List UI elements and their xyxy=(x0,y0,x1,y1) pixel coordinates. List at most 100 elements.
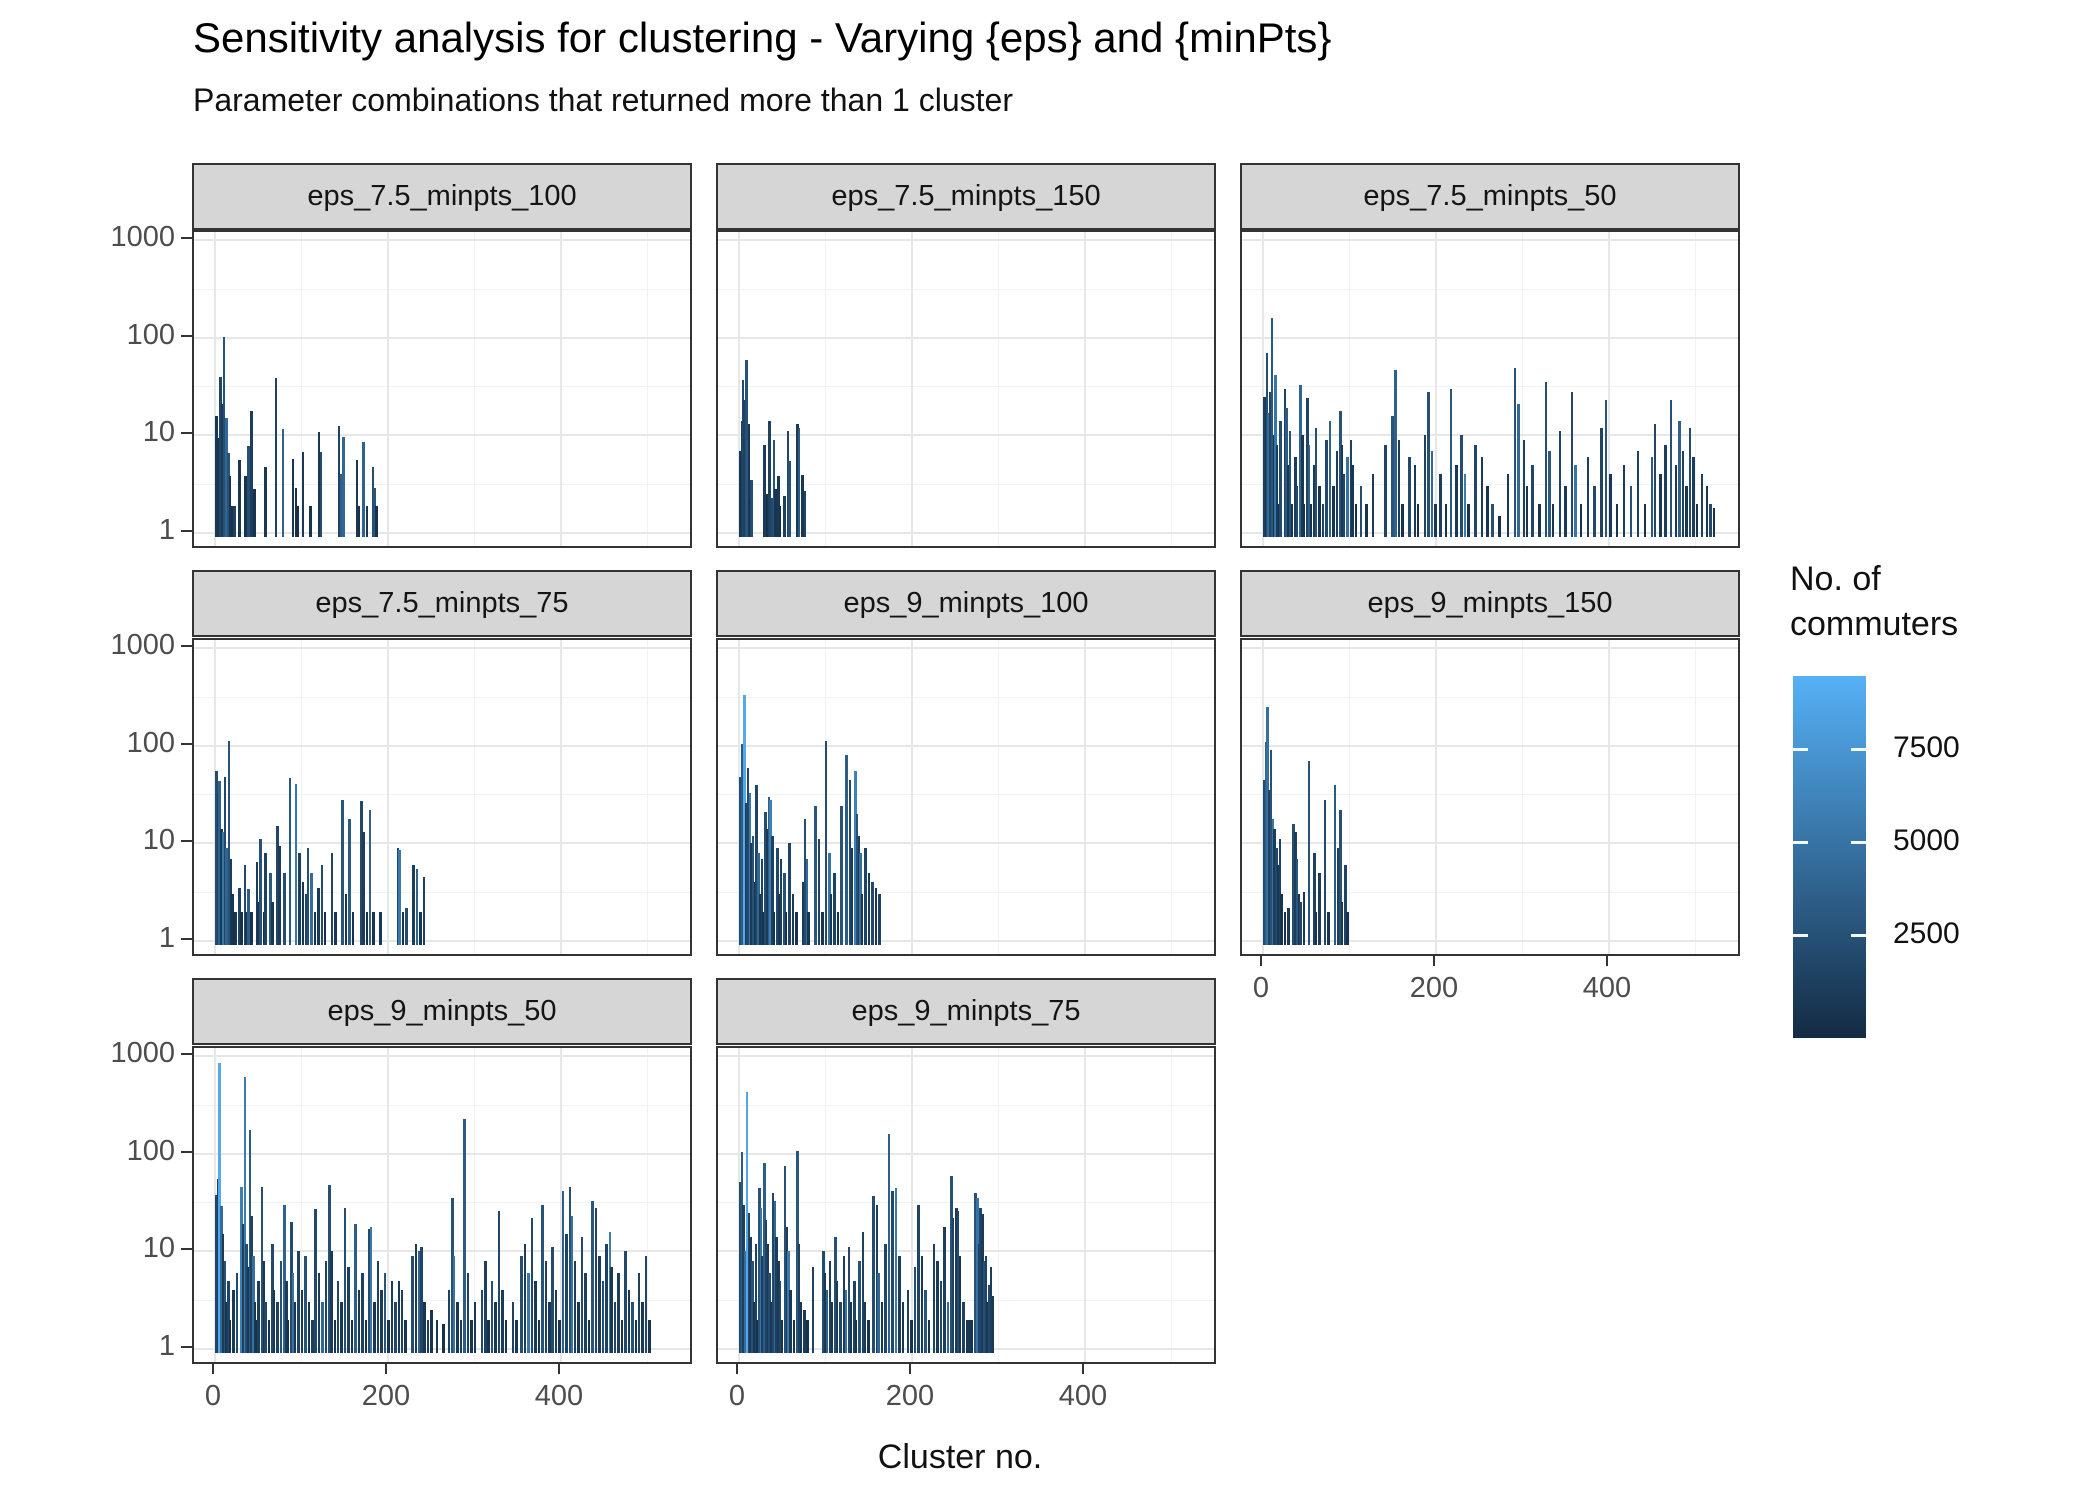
major-gridline xyxy=(1084,232,1086,546)
bar xyxy=(372,911,375,945)
bar xyxy=(420,1247,423,1353)
bar xyxy=(1604,400,1608,537)
major-gridline xyxy=(387,232,389,546)
x-tick-mark xyxy=(558,1364,560,1374)
bar xyxy=(1339,410,1342,537)
bar xyxy=(624,1251,627,1353)
bar xyxy=(494,1302,497,1353)
bar xyxy=(848,779,852,945)
bar xyxy=(1480,457,1484,537)
major-gridline xyxy=(560,1048,562,1362)
bar xyxy=(330,852,334,945)
bar xyxy=(300,1290,304,1353)
bar xyxy=(1391,415,1394,537)
major-gridline xyxy=(194,744,690,747)
bar xyxy=(298,852,301,945)
major-gridline xyxy=(911,640,913,954)
bar xyxy=(744,1251,747,1353)
bar xyxy=(577,1302,580,1353)
bar xyxy=(854,1319,858,1353)
bar xyxy=(762,911,765,945)
x-tick-mark xyxy=(909,1364,911,1374)
bar xyxy=(1544,382,1548,537)
bar xyxy=(1574,464,1577,537)
bar xyxy=(984,1255,988,1353)
minor-gridline xyxy=(474,640,475,954)
bar xyxy=(594,1207,598,1353)
minor-gridline xyxy=(1242,288,1738,290)
bar xyxy=(828,1260,832,1353)
bar xyxy=(1302,503,1306,537)
y-tick-mark xyxy=(181,938,192,940)
bar xyxy=(857,835,860,945)
bar xyxy=(840,806,843,945)
bar xyxy=(1295,486,1299,537)
bar xyxy=(797,1243,801,1353)
y-tick-label: 1000 xyxy=(110,221,175,254)
bar xyxy=(1325,439,1328,537)
major-gridline xyxy=(718,239,1214,242)
bar xyxy=(1301,435,1304,537)
bar xyxy=(225,418,228,537)
facet-strip: eps_9_minpts_150 xyxy=(1240,570,1740,637)
bar xyxy=(515,1319,518,1353)
bar xyxy=(328,1185,331,1353)
bar xyxy=(774,489,777,537)
bar xyxy=(1705,486,1709,537)
bar xyxy=(1709,503,1712,537)
bar xyxy=(291,1273,295,1353)
bar xyxy=(216,794,220,945)
bar xyxy=(951,1218,955,1353)
bar xyxy=(807,911,810,945)
bar xyxy=(276,1302,279,1353)
bar xyxy=(227,1280,230,1353)
bar xyxy=(917,1204,920,1353)
bar xyxy=(754,1243,758,1353)
bar xyxy=(1564,486,1567,537)
bar xyxy=(323,911,327,945)
bar xyxy=(334,911,337,945)
major-gridline xyxy=(718,842,1214,845)
bar xyxy=(342,436,345,537)
bar xyxy=(1294,457,1297,537)
bar xyxy=(419,911,422,945)
bar xyxy=(863,1302,867,1353)
bar xyxy=(274,377,278,537)
major-gridline xyxy=(1242,239,1738,242)
bar xyxy=(1346,457,1349,537)
bar xyxy=(962,1302,965,1353)
bar xyxy=(1267,412,1270,537)
bar xyxy=(244,476,247,537)
bar xyxy=(1653,424,1657,537)
bar xyxy=(225,847,228,945)
major-gridline xyxy=(718,647,1214,650)
x-tick-label: 0 xyxy=(1252,972,1270,1004)
bar xyxy=(452,1255,456,1353)
bar xyxy=(835,1280,839,1353)
y-tick-mark xyxy=(181,1346,192,1348)
y-tick-mark xyxy=(181,432,192,435)
bar xyxy=(803,1310,806,1353)
bar xyxy=(216,1179,220,1353)
major-gridline xyxy=(194,239,690,242)
bar xyxy=(1463,474,1467,537)
bar xyxy=(1695,503,1698,537)
bar xyxy=(828,852,831,945)
x-tick-label: 200 xyxy=(1409,972,1459,1004)
bar xyxy=(1279,421,1282,537)
bar xyxy=(411,1255,414,1353)
major-gridline xyxy=(1242,336,1738,339)
bar xyxy=(548,1302,551,1353)
minor-gridline xyxy=(1171,1048,1172,1362)
bar xyxy=(747,1212,751,1353)
bar xyxy=(396,847,400,945)
bar xyxy=(988,1285,991,1353)
bar xyxy=(750,479,753,537)
y-tick-label: 1000 xyxy=(110,629,175,662)
bar xyxy=(240,911,243,945)
bar xyxy=(379,911,382,945)
bar xyxy=(297,1251,300,1353)
bar xyxy=(1263,779,1266,945)
bar xyxy=(339,474,343,537)
y-tick-label: 1 xyxy=(158,922,175,954)
